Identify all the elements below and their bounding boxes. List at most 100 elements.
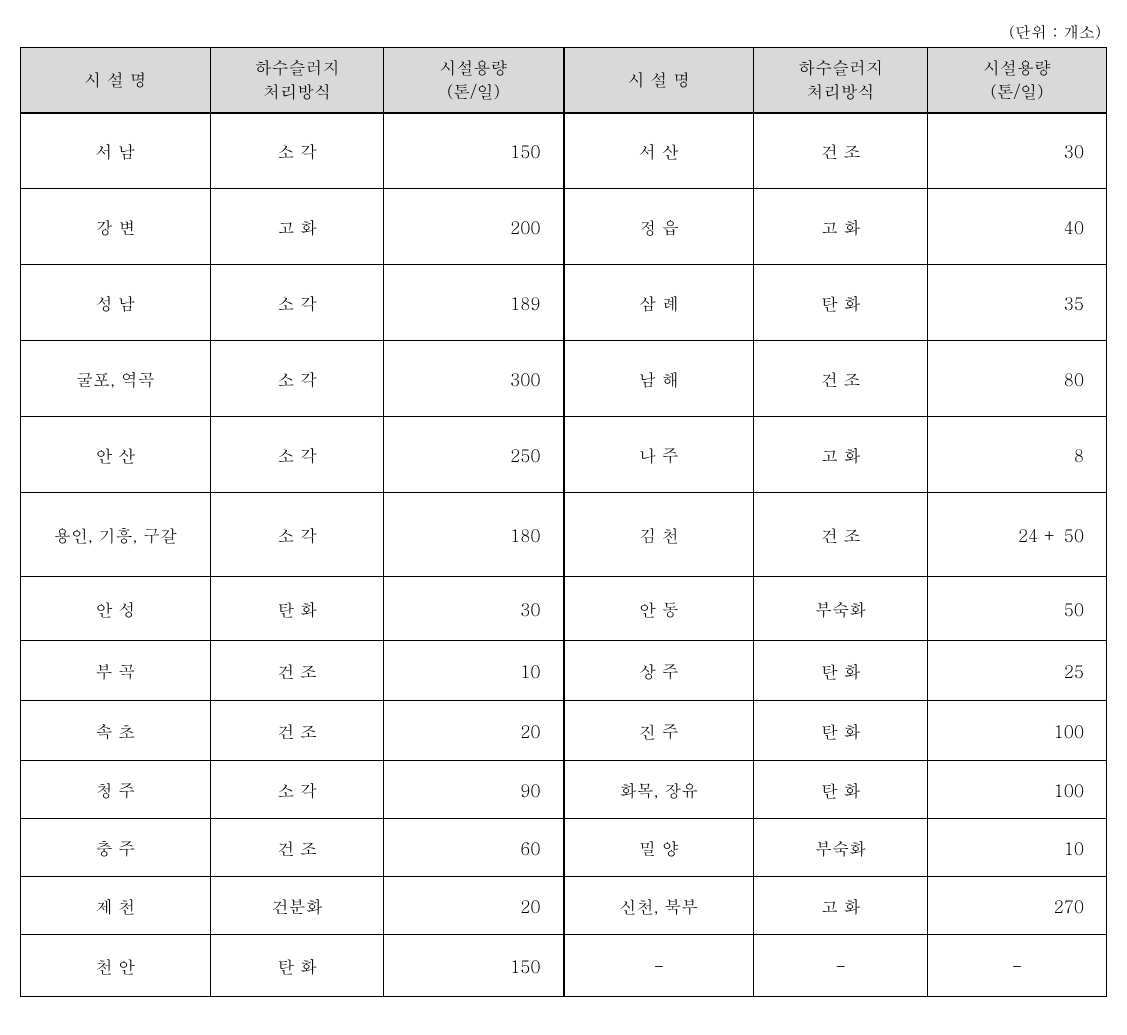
cell-facility-name: 상 주 — [564, 641, 754, 701]
table-row: 성 남소 각189 — [21, 265, 564, 341]
header-capacity: 시설용량 (톤/일) — [927, 48, 1106, 113]
cell-capacity: - — [927, 935, 1106, 997]
cell-sludge-method: 탄 화 — [210, 577, 384, 641]
cell-facility-name: 나 주 — [564, 417, 754, 493]
cell-capacity: 90 — [384, 761, 563, 819]
header-capacity-line2: (톤/일) — [990, 79, 1043, 103]
header-facility-name-text: 시 설 명 — [628, 67, 690, 91]
table-row: 강 변고 화200 — [21, 189, 564, 265]
cell-capacity: 24 + 50 — [927, 493, 1106, 577]
table-row: 속 초건 조20 — [21, 701, 564, 761]
table-row: 김 천건 조24 + 50 — [564, 493, 1107, 577]
header-facility-name: 시 설 명 — [21, 48, 211, 113]
table-row: 서 산건 조30 — [564, 113, 1107, 189]
table-row: --- — [564, 935, 1107, 997]
header-facility-name-text: 시 설 명 — [84, 67, 146, 91]
header-row: 시 설 명 하수슬러지 처리방식 시설용량 (톤/일) — [564, 48, 1107, 113]
cell-sludge-method: 부숙화 — [754, 577, 928, 641]
header-capacity-line1: 시설용량 — [983, 55, 1051, 79]
cell-facility-name: - — [564, 935, 754, 997]
cell-facility-name: 정 읍 — [564, 189, 754, 265]
table-wrapper: 시 설 명 하수슬러지 처리방식 시설용량 (톤/일) 서 남소 각150강 변… — [20, 47, 1107, 997]
cell-sludge-method: 탄 화 — [754, 265, 928, 341]
table-row: 밀 양부숙화10 — [564, 819, 1107, 877]
cell-sludge-method: 탄 화 — [754, 641, 928, 701]
table-row: 제 천건분화20 — [21, 877, 564, 935]
table-row: 충 주건 조60 — [21, 819, 564, 877]
cell-facility-name: 안 산 — [21, 417, 211, 493]
table-row: 진 주탄 화100 — [564, 701, 1107, 761]
table-row: 용인, 기흥, 구갈소 각180 — [21, 493, 564, 577]
cell-facility-name: 삼 례 — [564, 265, 754, 341]
header-capacity-line2: (톤/일) — [447, 79, 500, 103]
cell-capacity: 180 — [384, 493, 563, 577]
cell-capacity: 30 — [384, 577, 563, 641]
cell-facility-name: 안 성 — [21, 577, 211, 641]
cell-sludge-method: 소 각 — [210, 265, 384, 341]
cell-facility-name: 청 주 — [21, 761, 211, 819]
cell-sludge-method: 고 화 — [210, 189, 384, 265]
cell-sludge-method: 고 화 — [754, 189, 928, 265]
cell-sludge-method: 건 조 — [754, 493, 928, 577]
cell-capacity: 20 — [384, 877, 563, 935]
cell-facility-name: 제 천 — [21, 877, 211, 935]
table-row: 안 산소 각250 — [21, 417, 564, 493]
table-row: 나 주고 화8 — [564, 417, 1107, 493]
cell-capacity: 50 — [927, 577, 1106, 641]
header-facility-name: 시 설 명 — [564, 48, 754, 113]
table-container: (단위 : 개소) 시 설 명 하수슬러지 처리방식 시설용량 (톤/일) — [20, 20, 1107, 997]
cell-sludge-method: 건 조 — [210, 641, 384, 701]
cell-facility-name: 화목, 장유 — [564, 761, 754, 819]
cell-sludge-method: 부숙화 — [754, 819, 928, 877]
cell-capacity: 250 — [384, 417, 563, 493]
cell-capacity: 30 — [927, 113, 1106, 189]
left-table: 시 설 명 하수슬러지 처리방식 시설용량 (톤/일) 서 남소 각150강 변… — [20, 47, 564, 997]
cell-sludge-method: 건 조 — [210, 819, 384, 877]
cell-facility-name: 안 동 — [564, 577, 754, 641]
cell-capacity: 60 — [384, 819, 563, 877]
cell-sludge-method: 소 각 — [210, 417, 384, 493]
cell-facility-name: 남 해 — [564, 341, 754, 417]
cell-capacity: 80 — [927, 341, 1106, 417]
left-table-body: 서 남소 각150강 변고 화200성 남소 각189굴포, 역곡소 각300안… — [21, 113, 564, 997]
table-row: 신천, 북부고 화270 — [564, 877, 1107, 935]
right-table: 시 설 명 하수슬러지 처리방식 시설용량 (톤/일) 서 산건 조30정 읍고… — [564, 47, 1108, 997]
cell-sludge-method: 소 각 — [210, 761, 384, 819]
cell-capacity: 300 — [384, 341, 563, 417]
cell-facility-name: 성 남 — [21, 265, 211, 341]
header-row: 시 설 명 하수슬러지 처리방식 시설용량 (톤/일) — [21, 48, 564, 113]
cell-facility-name: 굴포, 역곡 — [21, 341, 211, 417]
cell-facility-name: 서 산 — [564, 113, 754, 189]
table-row: 서 남소 각150 — [21, 113, 564, 189]
header-capacity-line1: 시설용량 — [439, 55, 507, 79]
header-sludge-method: 하수슬러지 처리방식 — [210, 48, 384, 113]
table-row: 안 동부숙화50 — [564, 577, 1107, 641]
header-sludge-method: 하수슬러지 처리방식 — [754, 48, 928, 113]
cell-capacity: 200 — [384, 189, 563, 265]
cell-sludge-method: 탄 화 — [754, 761, 928, 819]
header-sludge-method-line1: 하수슬러지 — [255, 55, 340, 79]
cell-sludge-method: 소 각 — [210, 113, 384, 189]
cell-facility-name: 강 변 — [21, 189, 211, 265]
cell-sludge-method: 소 각 — [210, 493, 384, 577]
cell-facility-name: 충 주 — [21, 819, 211, 877]
cell-capacity: 100 — [927, 701, 1106, 761]
cell-sludge-method: 건 조 — [754, 113, 928, 189]
cell-capacity: 40 — [927, 189, 1106, 265]
cell-capacity: 25 — [927, 641, 1106, 701]
cell-capacity: 150 — [384, 935, 563, 997]
header-sludge-method-line1: 하수슬러지 — [798, 55, 883, 79]
cell-capacity: 10 — [384, 641, 563, 701]
table-row: 천 안탄 화150 — [21, 935, 564, 997]
cell-facility-name: 진 주 — [564, 701, 754, 761]
cell-facility-name: 부 곡 — [21, 641, 211, 701]
cell-capacity: 10 — [927, 819, 1106, 877]
table-row: 상 주탄 화25 — [564, 641, 1107, 701]
unit-label: (단위 : 개소) — [20, 20, 1107, 43]
cell-facility-name: 용인, 기흥, 구갈 — [21, 493, 211, 577]
cell-capacity: 35 — [927, 265, 1106, 341]
cell-facility-name: 서 남 — [21, 113, 211, 189]
cell-sludge-method: 건 조 — [754, 341, 928, 417]
table-row: 화목, 장유탄 화100 — [564, 761, 1107, 819]
cell-facility-name: 속 초 — [21, 701, 211, 761]
